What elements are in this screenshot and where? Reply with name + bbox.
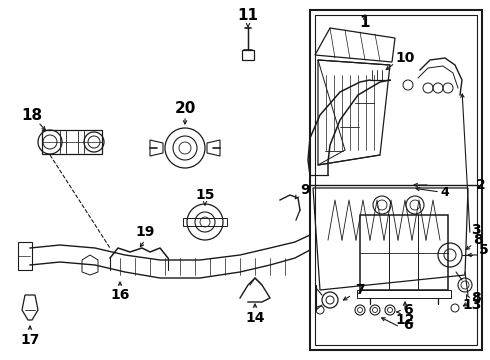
Text: 6: 6 xyxy=(403,318,413,332)
Text: 8: 8 xyxy=(471,291,481,305)
Text: 6: 6 xyxy=(403,303,413,317)
Text: 9: 9 xyxy=(300,183,310,197)
Bar xyxy=(360,215,448,290)
Text: 4: 4 xyxy=(441,185,449,198)
Bar xyxy=(315,15,477,345)
Text: 14: 14 xyxy=(245,311,265,325)
Text: 10: 10 xyxy=(395,51,415,65)
Text: 12: 12 xyxy=(395,313,415,327)
Bar xyxy=(357,290,451,298)
Bar xyxy=(242,50,254,60)
Text: 7: 7 xyxy=(355,283,365,297)
Text: 16: 16 xyxy=(110,288,130,302)
Text: 20: 20 xyxy=(174,100,196,116)
Text: 3: 3 xyxy=(471,223,481,237)
Bar xyxy=(183,218,227,226)
Text: 1: 1 xyxy=(360,14,370,30)
Text: 2: 2 xyxy=(476,178,486,192)
Text: 18: 18 xyxy=(22,108,43,122)
Text: 5: 5 xyxy=(479,243,489,257)
Text: 11: 11 xyxy=(238,8,259,23)
Bar xyxy=(310,10,482,350)
Text: 15: 15 xyxy=(195,188,215,202)
Text: 13: 13 xyxy=(462,298,482,312)
Text: 8: 8 xyxy=(473,233,483,247)
Text: 19: 19 xyxy=(135,225,155,239)
Text: 17: 17 xyxy=(20,333,40,347)
